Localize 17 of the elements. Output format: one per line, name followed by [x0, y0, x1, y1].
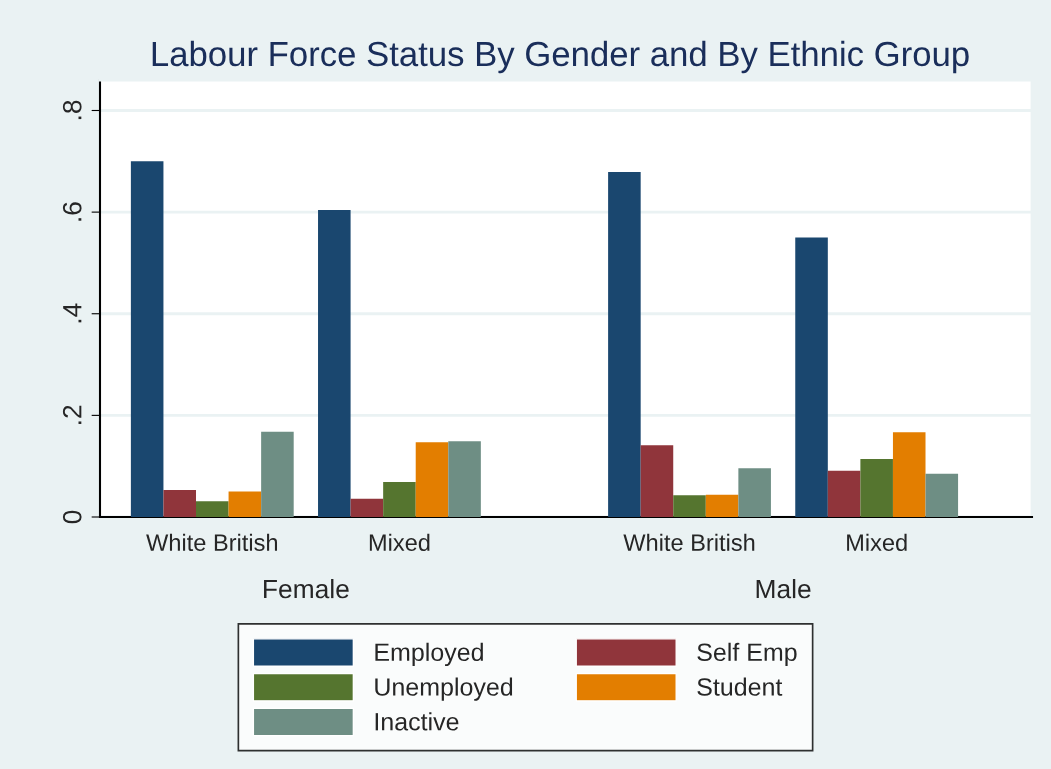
- x-tick-label: White British: [146, 533, 278, 552]
- y-tick-label: 0: [62, 510, 82, 524]
- legend-label: Student: [697, 677, 783, 696]
- legend-label: Employed: [375, 642, 483, 667]
- chart-title: Labour Force Status By Gender and By Ethnic Group: [152, 40, 969, 74]
- legend-label: Inactive: [375, 712, 459, 731]
- x-tick-label: White British: [623, 533, 755, 552]
- y-tick-label: .6: [62, 202, 82, 221]
- y-tick-label: .4: [63, 303, 82, 323]
- text: Female: [264, 578, 349, 599]
- y-tick-label: .2: [62, 405, 82, 424]
- x-tick-label: Mixed: [847, 533, 907, 552]
- x-tick-label: Mixed: [369, 533, 430, 552]
- y-tick-label: .8: [62, 100, 82, 120]
- text: Male: [756, 578, 811, 599]
- legend-label: Unemployed: [375, 677, 513, 701]
- legend-label: Self Emp: [697, 642, 797, 667]
